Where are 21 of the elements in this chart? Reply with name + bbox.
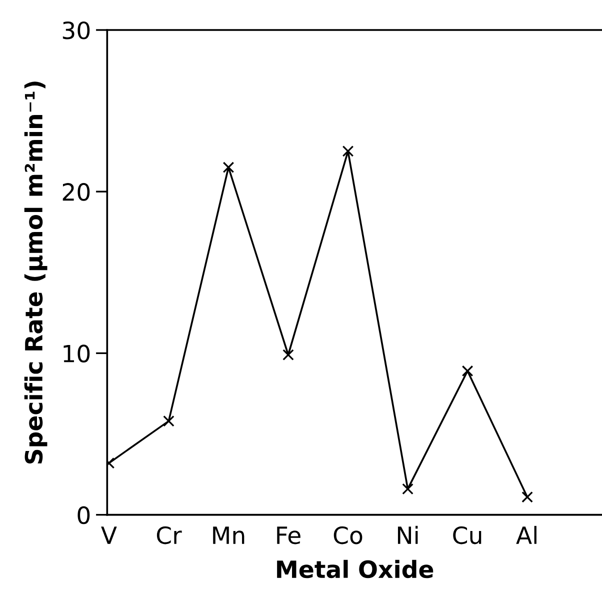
point: [282, 349, 294, 361]
y-tick-label: 0: [78, 506, 90, 524]
point: [402, 483, 414, 495]
x-tick-label: Al: [516, 526, 536, 544]
x-tick-label: Co: [334, 526, 362, 544]
x-tick-label: Cu: [453, 526, 482, 544]
point: [222, 162, 234, 174]
x-tick-label: Mn: [213, 526, 244, 544]
y-tick-label: 10: [64, 344, 90, 363]
point: [163, 415, 174, 427]
x-tick-label: Ni: [398, 526, 418, 544]
point: [522, 491, 533, 503]
y-tick-label: 30: [62, 21, 90, 40]
x-tick-label: Cr: [156, 526, 182, 544]
x-tick-label: V: [101, 526, 117, 544]
x-tick-label: Fe: [277, 526, 300, 544]
x-axis-title: Metal Oxide: [277, 560, 434, 578]
y-tick-label: 20: [62, 183, 90, 201]
point: [462, 365, 474, 377]
y-axis-title: Specific Rate (μmol m²min⁻¹): [24, 82, 48, 464]
point: [342, 146, 354, 157]
